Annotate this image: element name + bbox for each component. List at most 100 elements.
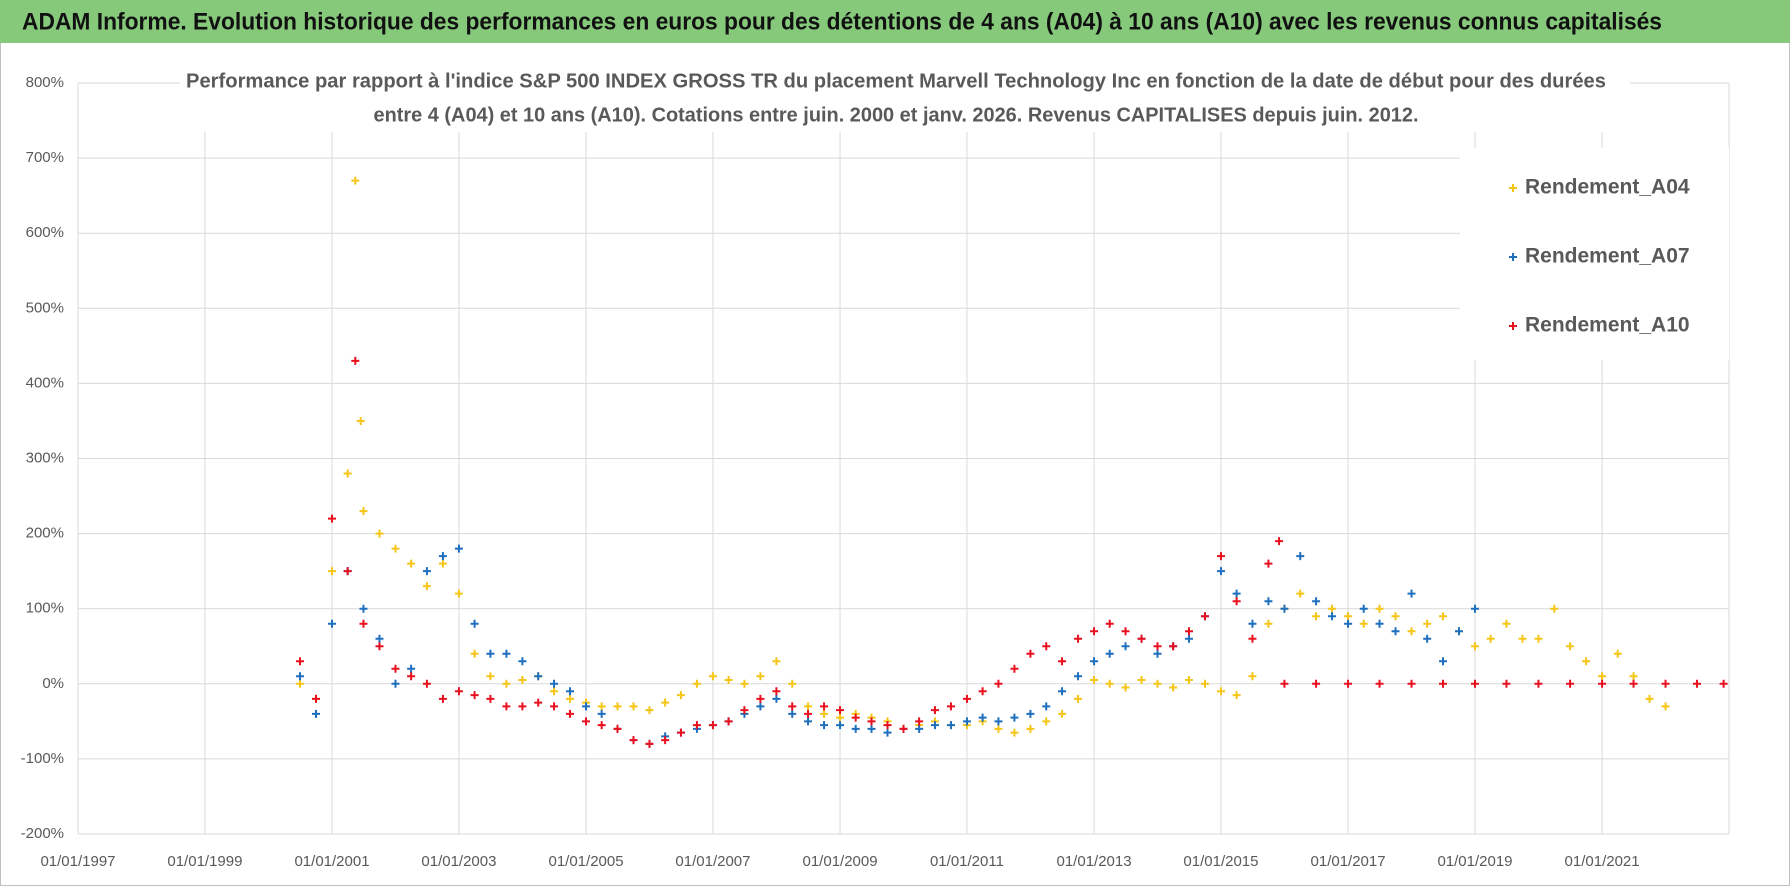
point: [518, 676, 527, 685]
point: [1486, 634, 1495, 643]
point: [1598, 672, 1607, 681]
point: [1312, 597, 1321, 606]
point: [1010, 664, 1019, 673]
point: [1058, 657, 1067, 666]
point: [1042, 717, 1051, 726]
point: [518, 657, 527, 666]
point: [930, 706, 939, 715]
point: [438, 694, 447, 703]
header-bar: [0, 0, 1790, 43]
point: [1169, 642, 1178, 651]
point: [534, 672, 543, 681]
point: [1550, 604, 1559, 613]
point: [740, 679, 749, 688]
point: [1375, 604, 1384, 613]
point: [804, 702, 813, 711]
x-tick-label: 01/01/2005: [548, 853, 623, 870]
point: [629, 736, 638, 745]
point: [1074, 672, 1083, 681]
point: [1439, 612, 1447, 621]
point: [1232, 597, 1241, 606]
x-tick-label: 01/01/2009: [803, 853, 878, 870]
point: [328, 567, 337, 576]
point: [1407, 679, 1416, 688]
point: [1629, 672, 1638, 681]
point: [1534, 679, 1543, 688]
point: [328, 514, 337, 523]
point: [1105, 619, 1114, 628]
point: [422, 567, 431, 576]
point: [407, 672, 416, 681]
point: [1026, 649, 1035, 658]
point: [502, 679, 511, 688]
point: [1566, 642, 1575, 651]
y-tick-label: -200%: [21, 825, 64, 842]
point: [1439, 657, 1447, 666]
chart-subtitle: entre 4 (A04) et 10 ans (A10). Cotations…: [374, 104, 1419, 126]
x-tick-label: 01/01/2013: [1057, 853, 1132, 870]
point: [661, 698, 670, 707]
point: [756, 702, 765, 711]
point: [867, 724, 876, 733]
point: [296, 672, 305, 681]
point: [1661, 702, 1670, 711]
point: [804, 709, 813, 718]
point: [1184, 627, 1193, 636]
point: [502, 649, 511, 658]
x-tick-label: 01/01/2017: [1311, 853, 1386, 870]
point: [1232, 589, 1241, 598]
point: [312, 709, 321, 718]
point: [351, 356, 360, 365]
point: [788, 679, 797, 688]
point: [1613, 649, 1622, 658]
point: [1344, 679, 1353, 688]
point: [994, 724, 1003, 733]
point: [1264, 559, 1273, 568]
point: [550, 679, 559, 688]
point: [629, 702, 638, 711]
point: [597, 709, 606, 718]
point: [645, 739, 654, 748]
point: [836, 706, 845, 715]
point: [312, 694, 321, 703]
point: [343, 469, 352, 478]
point: [1296, 552, 1305, 561]
point: [1074, 694, 1083, 703]
legend: Rendement_A04 Rendement_A07 Rendement_A10: [1460, 148, 1729, 360]
point: [1296, 589, 1305, 598]
point: [1200, 679, 1209, 688]
point: [1566, 679, 1575, 688]
chart-title: Performance par rapport à l'indice S&P 5…: [186, 70, 1606, 92]
point: [820, 721, 829, 730]
point: [454, 687, 463, 696]
point: [1275, 537, 1284, 546]
point: [1693, 679, 1702, 688]
point: [946, 702, 955, 711]
x-tick-label: 01/01/2007: [675, 853, 750, 870]
x-tick-label: 01/01/2021: [1565, 853, 1640, 870]
point: [582, 702, 591, 711]
point: [1121, 642, 1130, 651]
point: [1264, 597, 1273, 606]
point: [1534, 634, 1543, 643]
point: [1105, 679, 1114, 688]
legend-marker: [1509, 322, 1517, 330]
point: [724, 717, 733, 726]
point: [1328, 604, 1337, 613]
y-tick-label: 700%: [26, 149, 64, 166]
legend-label: Rendement_A07: [1525, 245, 1690, 268]
point: [1074, 634, 1083, 643]
x-tick-label: 01/01/1997: [40, 853, 115, 870]
point: [1248, 634, 1257, 643]
point: [422, 582, 431, 591]
point: [1105, 649, 1114, 658]
point: [756, 672, 765, 681]
point: [1645, 694, 1654, 703]
point: [613, 702, 622, 711]
point: [391, 544, 400, 553]
point: [1042, 642, 1051, 651]
point: [676, 728, 685, 737]
point: [708, 721, 717, 730]
point: [1470, 679, 1479, 688]
